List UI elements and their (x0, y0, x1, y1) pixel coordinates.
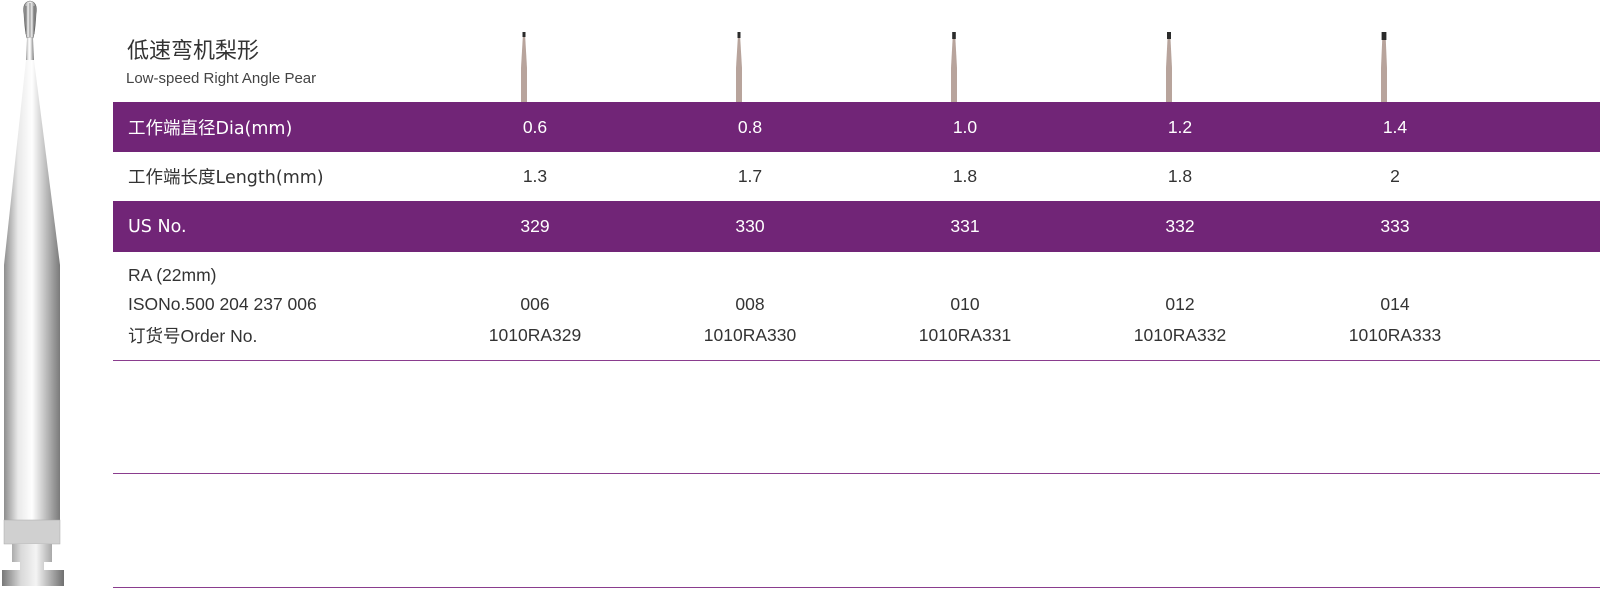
bur-thumbnail-icon (736, 32, 742, 102)
product-title-en: Low-speed Right Angle Pear (126, 70, 317, 87)
product-title-zh: 低速弯机梨形 (127, 39, 260, 64)
iso-value: 014 (1380, 294, 1410, 314)
order-value: 1010RA330 (703, 325, 797, 345)
table-divider (113, 360, 1600, 361)
table-cell: 0.8 (737, 116, 763, 137)
table-divider (113, 587, 1600, 588)
row-label: 工作端长度Length(mm) (128, 167, 324, 188)
bur-thumbnail-icon (1381, 32, 1387, 102)
bur-thumbnail-icon (521, 32, 527, 102)
table-divider (113, 473, 1600, 474)
iso-value: 008 (735, 294, 765, 314)
table-cell: 330 (735, 216, 765, 236)
table-cell: 0.6 (522, 116, 548, 137)
table-row-us-no: US No. 329 330 331 332 333 (113, 201, 1600, 252)
table-cell: 329 (520, 216, 550, 236)
iso-value: 010 (950, 294, 980, 314)
iso-value: 006 (520, 294, 550, 314)
ra-size-label: RA (22mm) (128, 265, 217, 285)
table-cell: 1.7 (737, 165, 763, 186)
dental-bur-pear-icon (2, 0, 64, 586)
order-number-label: 订货号Order No. (128, 326, 258, 346)
table-row-diameter: 工作端直径Dia(mm) 0.6 0.8 1.0 1.2 1.4 (113, 102, 1600, 152)
bur-thumbnail-icon (951, 32, 957, 102)
order-value: 1010RA332 (1133, 325, 1227, 345)
iso-number-label: ISONo.500 204 237 006 (128, 294, 317, 314)
order-value: 1010RA331 (918, 325, 1012, 345)
table-cell: 1.8 (1167, 165, 1193, 186)
order-value: 1010RA329 (488, 325, 582, 345)
table-cell: 1.0 (952, 116, 978, 137)
order-value: 1010RA333 (1348, 325, 1442, 345)
table-cell: 1.8 (952, 165, 978, 186)
table-cell: 1.2 (1167, 116, 1193, 137)
iso-value: 012 (1165, 294, 1195, 314)
table-cell: 333 (1380, 216, 1410, 236)
table-cell: 331 (950, 216, 980, 236)
table-cell: 2 (1390, 165, 1400, 186)
bur-thumbnail-icon (1166, 32, 1172, 102)
table-cell: 1.4 (1382, 116, 1408, 137)
table-cell: 1.3 (522, 165, 548, 186)
row-label: 工作端直径Dia(mm) (128, 118, 293, 139)
table-cell: 332 (1165, 216, 1195, 236)
table-row-length: 工作端长度Length(mm) 1.3 1.7 1.8 1.8 2 (113, 152, 1600, 200)
row-label: US No. (128, 216, 187, 237)
